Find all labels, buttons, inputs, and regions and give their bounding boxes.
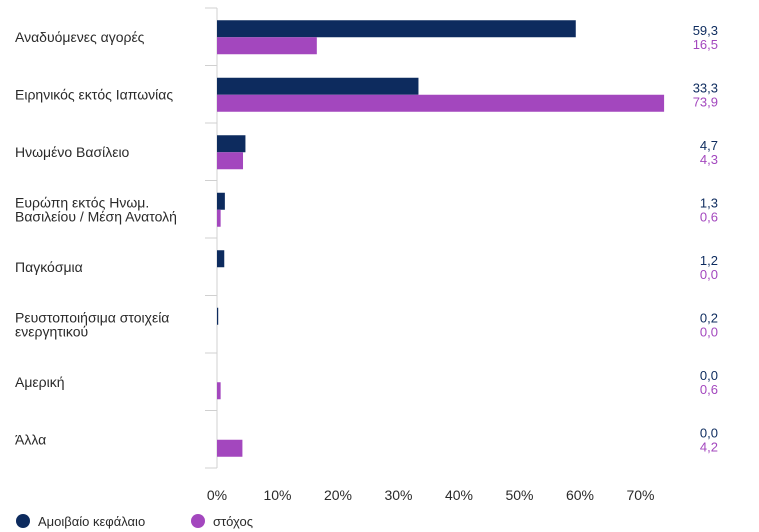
legend-label: Αμοιβαίο κεφάλαιο (38, 514, 145, 529)
bar-target (217, 209, 221, 227)
x-tick-label: 10% (263, 487, 291, 503)
bar-target (217, 94, 665, 112)
data-label: 4,7 (700, 138, 718, 153)
bar-target (217, 382, 221, 400)
x-tick-label: 60% (566, 487, 594, 503)
category-label: Ευρώπη εκτός Ηνωμ. (15, 194, 149, 210)
bar-target (217, 152, 244, 170)
bar-fund (217, 192, 225, 210)
data-label: 0,0 (700, 267, 718, 282)
category-label: Αναδυόμενες αγορές (15, 29, 145, 45)
bar-fund (217, 77, 419, 95)
category-label: Αμερική (15, 374, 65, 390)
category-label: Ειρηνικός εκτός Ιαπωνίας (15, 86, 173, 102)
legend-marker (16, 514, 30, 528)
bar-fund (217, 250, 225, 268)
data-label: 1,2 (700, 253, 718, 268)
bar-fund (217, 20, 576, 38)
data-label: 0,0 (700, 324, 718, 339)
category-label: Παγκόσμια (15, 259, 83, 275)
category-label: ενεργητικού (15, 323, 88, 339)
x-tick-label: 70% (626, 487, 654, 503)
data-label: 73,9 (693, 94, 718, 109)
category-label: Βασιλείου / Μέση Ανατολή (15, 208, 177, 224)
x-tick-label: 30% (384, 487, 412, 503)
data-label: 1,3 (700, 195, 718, 210)
data-label: 0,2 (700, 310, 718, 325)
data-label: 16,5 (693, 37, 718, 52)
x-tick-label: 50% (505, 487, 533, 503)
bar-fund (217, 307, 219, 325)
data-label: 4,3 (700, 152, 718, 167)
data-label: 0,6 (700, 209, 718, 224)
legend-label: στόχος (213, 514, 253, 529)
data-label: 33,3 (693, 80, 718, 95)
bar-target (217, 439, 243, 457)
data-label: 4,2 (700, 439, 718, 454)
x-tick-label: 0% (207, 487, 227, 503)
category-label: Ηνωμένο Βασίλειο (15, 144, 130, 160)
category-label: Άλλα (15, 431, 46, 447)
category-label: Ρευστοποιήσιμα στοιχεία (15, 309, 169, 325)
data-label: 0,0 (700, 368, 718, 383)
bar-target (217, 37, 317, 55)
data-label: 0,0 (700, 425, 718, 440)
data-label: 0,6 (700, 382, 718, 397)
x-tick-label: 20% (324, 487, 352, 503)
bar-fund (217, 135, 246, 153)
data-label: 59,3 (693, 23, 718, 38)
legend-marker (191, 514, 205, 528)
x-tick-label: 40% (445, 487, 473, 503)
